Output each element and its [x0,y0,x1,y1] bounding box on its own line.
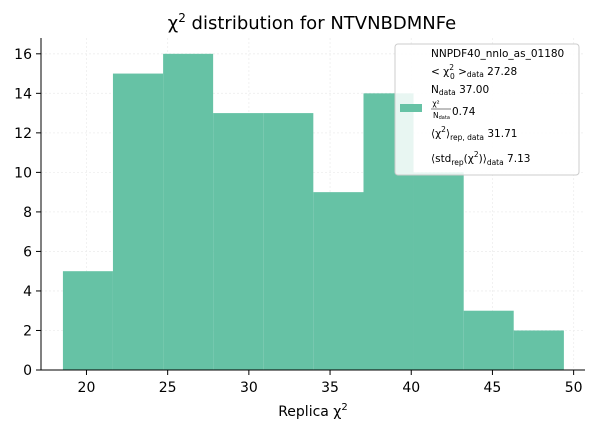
y-tick-label: 12 [14,126,32,142]
histogram-bar [263,113,313,370]
histogram-bar [414,172,464,370]
histogram-bar [163,54,213,370]
histogram-bar [213,113,263,370]
y-tick-label: 0 [23,363,32,379]
x-tick-label: 35 [321,380,339,396]
histogram-bar [63,271,113,370]
y-ticks: 0 2 4 6 8 10 12 14 16 [14,47,41,379]
y-tick-label: 16 [14,47,32,63]
y-tick-label: 2 [23,323,32,339]
y-tick-label: 8 [23,205,32,221]
x-tick-label: 45 [484,380,502,396]
y-tick-label: 4 [23,284,32,300]
legend-swatch [400,104,422,112]
legend-line-std: ⟨stdrep(χ2)⟩data 7.13 [431,150,530,167]
legend-box [395,44,579,175]
x-tick-label: 50 [565,380,583,396]
histogram-bar [313,192,363,370]
y-tick-label: 10 [14,165,32,181]
x-tick-label: 30 [240,380,258,396]
y-tick-label: 14 [14,86,32,102]
x-tick-label: 20 [78,380,96,396]
x-ticks: 20 25 30 35 40 45 50 [78,370,583,396]
histogram-bar [464,311,514,370]
legend: NNPDF40_nnlo_as_01180 < χ2 0 >data 27.28 … [395,44,579,175]
chart-title: χ2 distribution for NTVNBDMNFe [168,11,456,34]
x-axis-label: Replica χ2 [278,402,348,420]
y-tick-label: 6 [23,244,32,260]
x-tick-label: 25 [159,380,177,396]
legend-line-pdf: NNPDF40_nnlo_as_01180 [431,48,564,60]
x-tick-label: 40 [402,380,420,396]
histogram-bar [514,330,564,370]
histogram-bar [113,74,163,370]
svg-text:0.74: 0.74 [452,106,476,118]
svg-text:χ²: χ² [432,99,439,108]
